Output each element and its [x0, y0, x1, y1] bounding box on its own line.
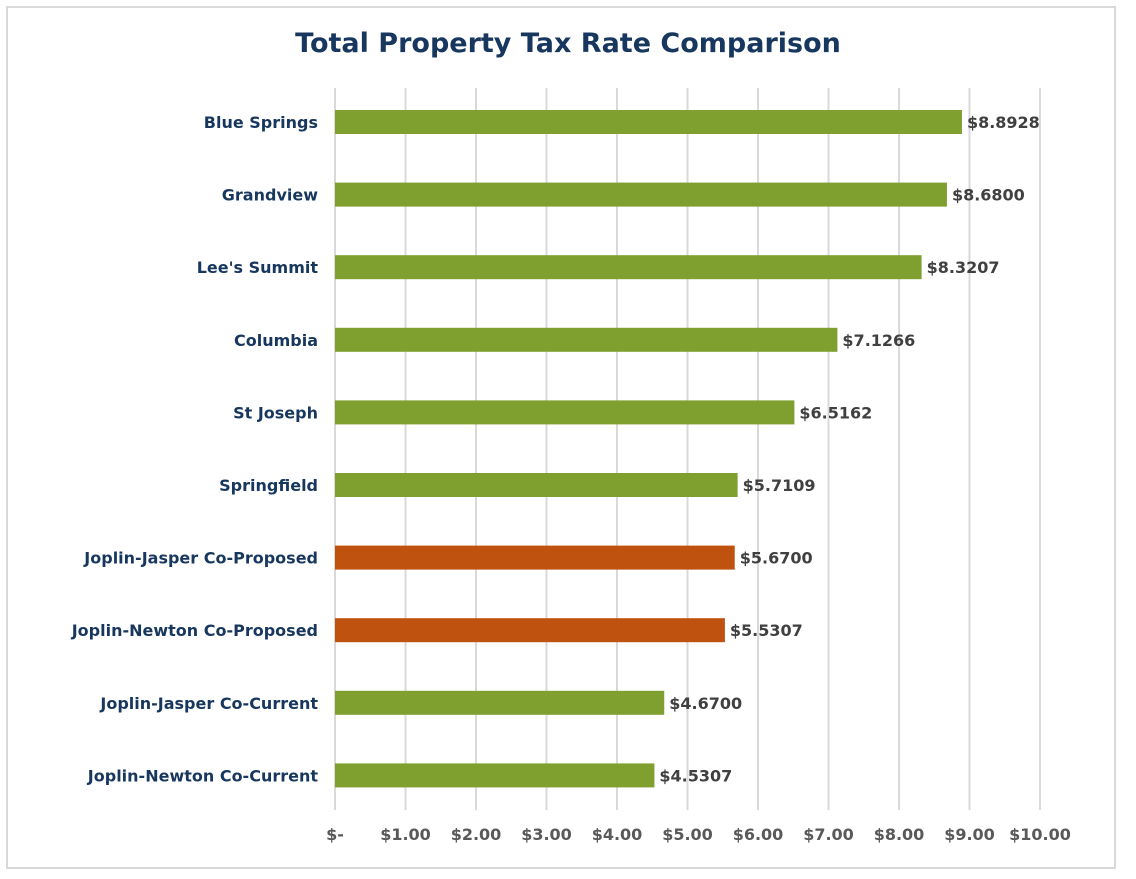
- category-label: Columbia: [234, 331, 318, 350]
- data-label: $5.5307: [730, 621, 803, 640]
- category-label: Lee's Summit: [197, 258, 319, 277]
- bars: [335, 110, 962, 788]
- x-tick-label: $8.00: [874, 825, 925, 844]
- data-label: $8.8928: [967, 113, 1040, 132]
- data-label: $8.3207: [927, 258, 1000, 277]
- x-tick-label: $10.00: [1009, 825, 1071, 844]
- bar: [335, 690, 665, 715]
- x-tick-label: $2.00: [451, 825, 502, 844]
- category-labels: Blue Springs Grandview Lee's Summit Columbi…: [71, 113, 319, 785]
- category-label: St Joseph: [233, 403, 318, 422]
- data-label: $8.6800: [952, 186, 1025, 205]
- x-tick-label: $-: [326, 825, 344, 844]
- bar: [335, 182, 947, 207]
- data-label: $4.6700: [669, 694, 742, 713]
- bar: [335, 327, 838, 352]
- chart-frame: [6, 6, 1116, 869]
- x-tick-label: $1.00: [380, 825, 431, 844]
- x-tick-label: $5.00: [662, 825, 713, 844]
- category-label: Springfield: [219, 476, 318, 495]
- bar: [335, 110, 962, 134]
- data-label: $6.5162: [799, 403, 872, 422]
- x-tick-label: $7.00: [803, 825, 854, 844]
- category-label: Joplin-Newton Co-Current: [87, 766, 319, 785]
- gridlines: [334, 88, 1041, 810]
- data-label: $4.5307: [659, 766, 732, 785]
- bar: [335, 763, 655, 788]
- category-label: Blue Springs: [204, 113, 318, 132]
- data-label: $5.7109: [743, 476, 816, 495]
- category-label: Joplin-Jasper Co-Proposed: [83, 549, 318, 568]
- bar: [335, 545, 735, 570]
- bar: [335, 473, 738, 497]
- bar: [335, 255, 922, 280]
- value-labels: $8.8928 $8.6800 $8.3207 $7.1266 $6.5162 $5.71…: [659, 113, 1039, 785]
- bar: [335, 400, 795, 425]
- data-label: $7.1266: [842, 331, 915, 350]
- x-tick-label: $6.00: [733, 825, 784, 844]
- x-tick-label: $3.00: [521, 825, 572, 844]
- chart-title: Total Property Tax Rate Comparison: [295, 28, 841, 59]
- x-tick-label: $4.00: [592, 825, 643, 844]
- category-label: Joplin-Newton Co-Proposed: [71, 621, 318, 640]
- x-tick-label: $9.00: [944, 825, 995, 844]
- data-label: $5.6700: [740, 549, 813, 568]
- x-axis-tick-labels: $- $1.00 $2.00 $3.00 $4.00 $5.00 $6.00 $7.00 $8.…: [326, 825, 1071, 844]
- bar: [335, 618, 725, 643]
- category-label: Grandview: [222, 186, 318, 205]
- category-label: Joplin-Jasper Co-Current: [99, 694, 318, 713]
